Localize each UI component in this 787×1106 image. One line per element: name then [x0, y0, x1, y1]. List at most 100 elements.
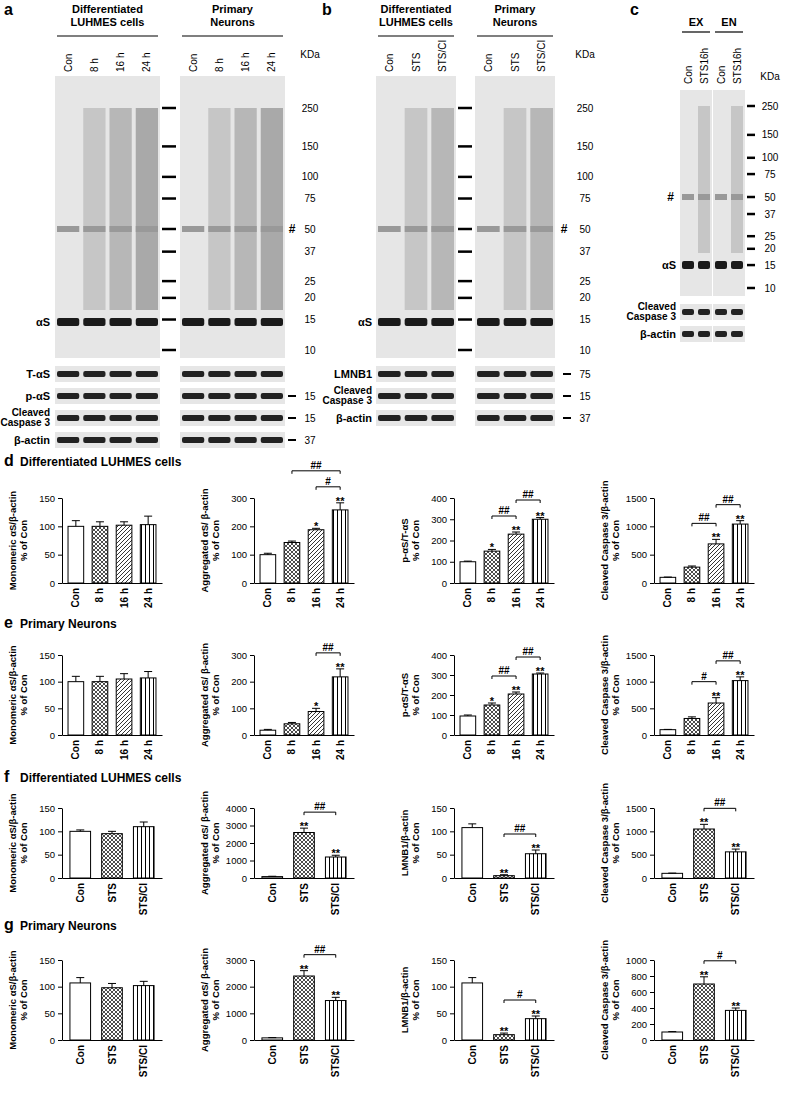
marks — [68, 672, 156, 735]
blot-band — [682, 194, 694, 200]
y-axis-title: Cleaved Caspase 3/β-actin — [599, 940, 610, 1060]
lane-label: Con — [63, 54, 74, 72]
tick-mark — [250, 808, 254, 809]
tick-label: Con — [267, 1045, 278, 1064]
x-axis: Con8 h16 h24 h — [455, 735, 555, 760]
tick-mark — [650, 992, 654, 993]
y-axis-title: p-αS/T-αS — [399, 518, 410, 562]
x-tick: 8 h — [686, 735, 697, 754]
tick-mark — [250, 682, 254, 683]
comparison-label: ## — [314, 801, 326, 812]
tick-mark — [250, 735, 254, 736]
marker-label: 10 — [304, 345, 316, 356]
y-axis-title: % of Con — [210, 979, 221, 1020]
marks — [68, 516, 156, 583]
strip-membrane — [713, 304, 745, 320]
strip-label: β-actin — [14, 434, 50, 446]
x-axis: Con8 h16 h24 h — [63, 735, 163, 760]
tick-mark — [650, 682, 654, 683]
blot-band — [182, 226, 204, 232]
marker-label: 100 — [577, 171, 594, 182]
tick-mark — [650, 655, 654, 656]
tick-label: 1500 — [626, 650, 647, 661]
marker-label: 25 — [579, 276, 591, 287]
tick-label: 2000 — [226, 981, 247, 992]
y-tick: 1000 — [626, 955, 654, 966]
y-axis: 0100200300400 — [431, 493, 454, 589]
x-tick: Con — [467, 1040, 478, 1064]
marks — [262, 828, 346, 878]
comparison-bracket — [516, 500, 540, 503]
x-tick: Con — [70, 583, 81, 607]
error-cap — [468, 823, 476, 824]
y-axis-title: Aggregated αS/ β-actin — [199, 948, 210, 1052]
tick-mark — [650, 855, 654, 856]
hash-label: # — [561, 222, 568, 236]
tick-mark — [58, 555, 62, 556]
strip-band — [136, 415, 158, 421]
bar — [525, 854, 546, 878]
tick-label: 16 h — [711, 588, 722, 608]
marker-dash — [162, 280, 176, 283]
marker-label: 250 — [302, 103, 319, 114]
tick-mark — [58, 808, 62, 809]
x-tick: 16 h — [511, 735, 522, 760]
strip-band — [235, 393, 257, 399]
error-bar — [75, 521, 76, 527]
strip-band — [698, 309, 710, 315]
x-axis: Con8 h16 h24 h — [63, 583, 163, 608]
tick-label: 1000 — [626, 676, 647, 687]
axis-line — [454, 961, 455, 1041]
error-cap — [76, 829, 84, 830]
blot-smear — [235, 108, 257, 310]
strip-band — [57, 415, 79, 421]
tick-mark — [650, 808, 654, 809]
bar-chart: Cleaved Caspase 3/β-actin% of Con0500100… — [599, 783, 755, 915]
tick-label: 200 — [631, 1019, 647, 1030]
y-axis: 050010001500 — [626, 493, 655, 589]
marker-label: 37 — [764, 209, 776, 220]
tick-label: 16 h — [711, 740, 722, 760]
y-axis-title: % of Con — [410, 822, 421, 863]
axis-line — [255, 1040, 355, 1041]
error-bar — [143, 822, 144, 827]
bar — [462, 983, 483, 1040]
significance-star: * — [490, 541, 495, 553]
bar — [262, 877, 283, 878]
tick-label: 0 — [50, 730, 55, 741]
x-tick: 16 h — [119, 583, 130, 608]
group-title: Primary — [212, 3, 254, 15]
blot-band — [530, 226, 553, 232]
axis-line — [254, 961, 255, 1041]
y-axis-title: % of Con — [410, 520, 421, 561]
x-tick: Con — [262, 735, 273, 759]
blot-band — [208, 226, 230, 232]
x-tick: STS — [699, 878, 710, 902]
y-tick: 1000 — [226, 1008, 254, 1019]
y-axis-title: % of Con — [18, 979, 29, 1020]
strip-band — [235, 371, 257, 377]
x-tick: 16 h — [311, 583, 322, 608]
x-tick: STS — [107, 878, 118, 902]
blot-band — [110, 318, 132, 326]
tick-label: STS/CI — [138, 883, 149, 915]
marker-dash — [162, 107, 176, 110]
significance-star: ** — [512, 524, 521, 536]
y-tick: 300 — [431, 514, 454, 525]
marker-label: 100 — [302, 171, 319, 182]
marker-dash — [458, 228, 472, 231]
significance-star: ** — [500, 867, 509, 879]
strip-size-dash — [563, 395, 571, 397]
tick-label: 100 — [431, 826, 447, 837]
marker-label: 10 — [764, 283, 776, 294]
marker-dash — [747, 287, 755, 290]
tick-label: 200 — [431, 690, 447, 701]
marker-dash — [162, 349, 176, 352]
strip-band — [261, 371, 283, 377]
x-axis: ConSTSSTS/CI — [63, 878, 163, 915]
bar — [732, 524, 748, 583]
tick-label: 24 h — [735, 740, 746, 760]
y-axis: 02004006008001000 — [626, 955, 655, 1046]
y-tick: 50 — [44, 703, 62, 714]
strip-band — [235, 415, 257, 421]
